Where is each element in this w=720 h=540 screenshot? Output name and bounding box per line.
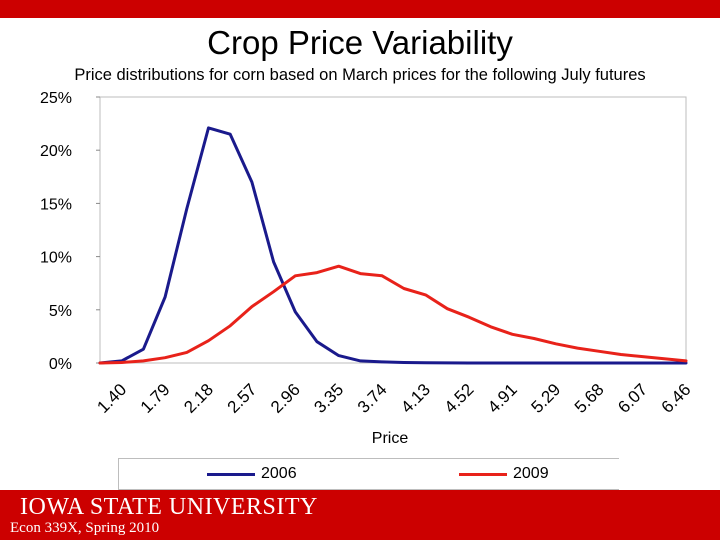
legend-item-2009: 2009 xyxy=(459,459,549,489)
chart-legend: 2006 2009 xyxy=(118,458,619,490)
x-tick-label: 5.29 xyxy=(527,380,564,417)
university-wordmark: IOWA STATE UNIVERSITY xyxy=(20,494,318,520)
x-tick-label: 2.18 xyxy=(180,380,217,417)
legend-swatch-2006 xyxy=(207,472,255,476)
x-tick-label: 6.07 xyxy=(614,380,651,417)
x-tick-label: 2.96 xyxy=(267,380,304,417)
x-tick-label: 4.91 xyxy=(484,380,521,417)
y-tick-label: 5% xyxy=(49,303,72,320)
legend-item-2006: 2006 xyxy=(207,459,297,489)
y-tick-label: 25% xyxy=(40,90,72,107)
legend-swatch-2009 xyxy=(459,472,507,476)
x-tick-label: 3.35 xyxy=(310,380,347,417)
y-tick-label: 0% xyxy=(49,356,72,373)
series-line-2006 xyxy=(98,126,688,365)
x-tick-label: 4.52 xyxy=(441,380,478,417)
top-accent-bar xyxy=(0,0,720,18)
x-tick-label: 5.68 xyxy=(571,380,608,417)
x-tick-label: 1.40 xyxy=(93,380,130,417)
slide-subtitle: Price distributions for corn based on Ma… xyxy=(74,66,646,84)
x-tick-label: 3.74 xyxy=(354,380,391,417)
y-tick-label: 20% xyxy=(40,143,72,160)
course-label: Econ 339X, Spring 2010 xyxy=(10,520,160,536)
x-tick-label: 6.46 xyxy=(658,380,695,417)
x-tick-label: 2.57 xyxy=(224,380,261,417)
legend-label-2009: 2009 xyxy=(513,465,549,482)
y-tick-label: 10% xyxy=(40,250,72,267)
x-axis-label: Price xyxy=(372,430,409,447)
slide-title: Crop Price Variability xyxy=(207,24,513,61)
plot-area-border xyxy=(99,96,687,364)
series-line-2009 xyxy=(98,264,688,365)
y-tick-label: 15% xyxy=(40,196,72,213)
x-tick-label: 1.79 xyxy=(137,380,174,417)
x-tick-label: 4.13 xyxy=(397,380,434,417)
line-chart: 0% 5% 10% 15% 20% 25% 1.40 1.79 2.18 2.57 2.96 3.35… xyxy=(40,90,695,447)
footer-bar xyxy=(0,490,720,540)
legend-label-2006: 2006 xyxy=(261,465,297,482)
